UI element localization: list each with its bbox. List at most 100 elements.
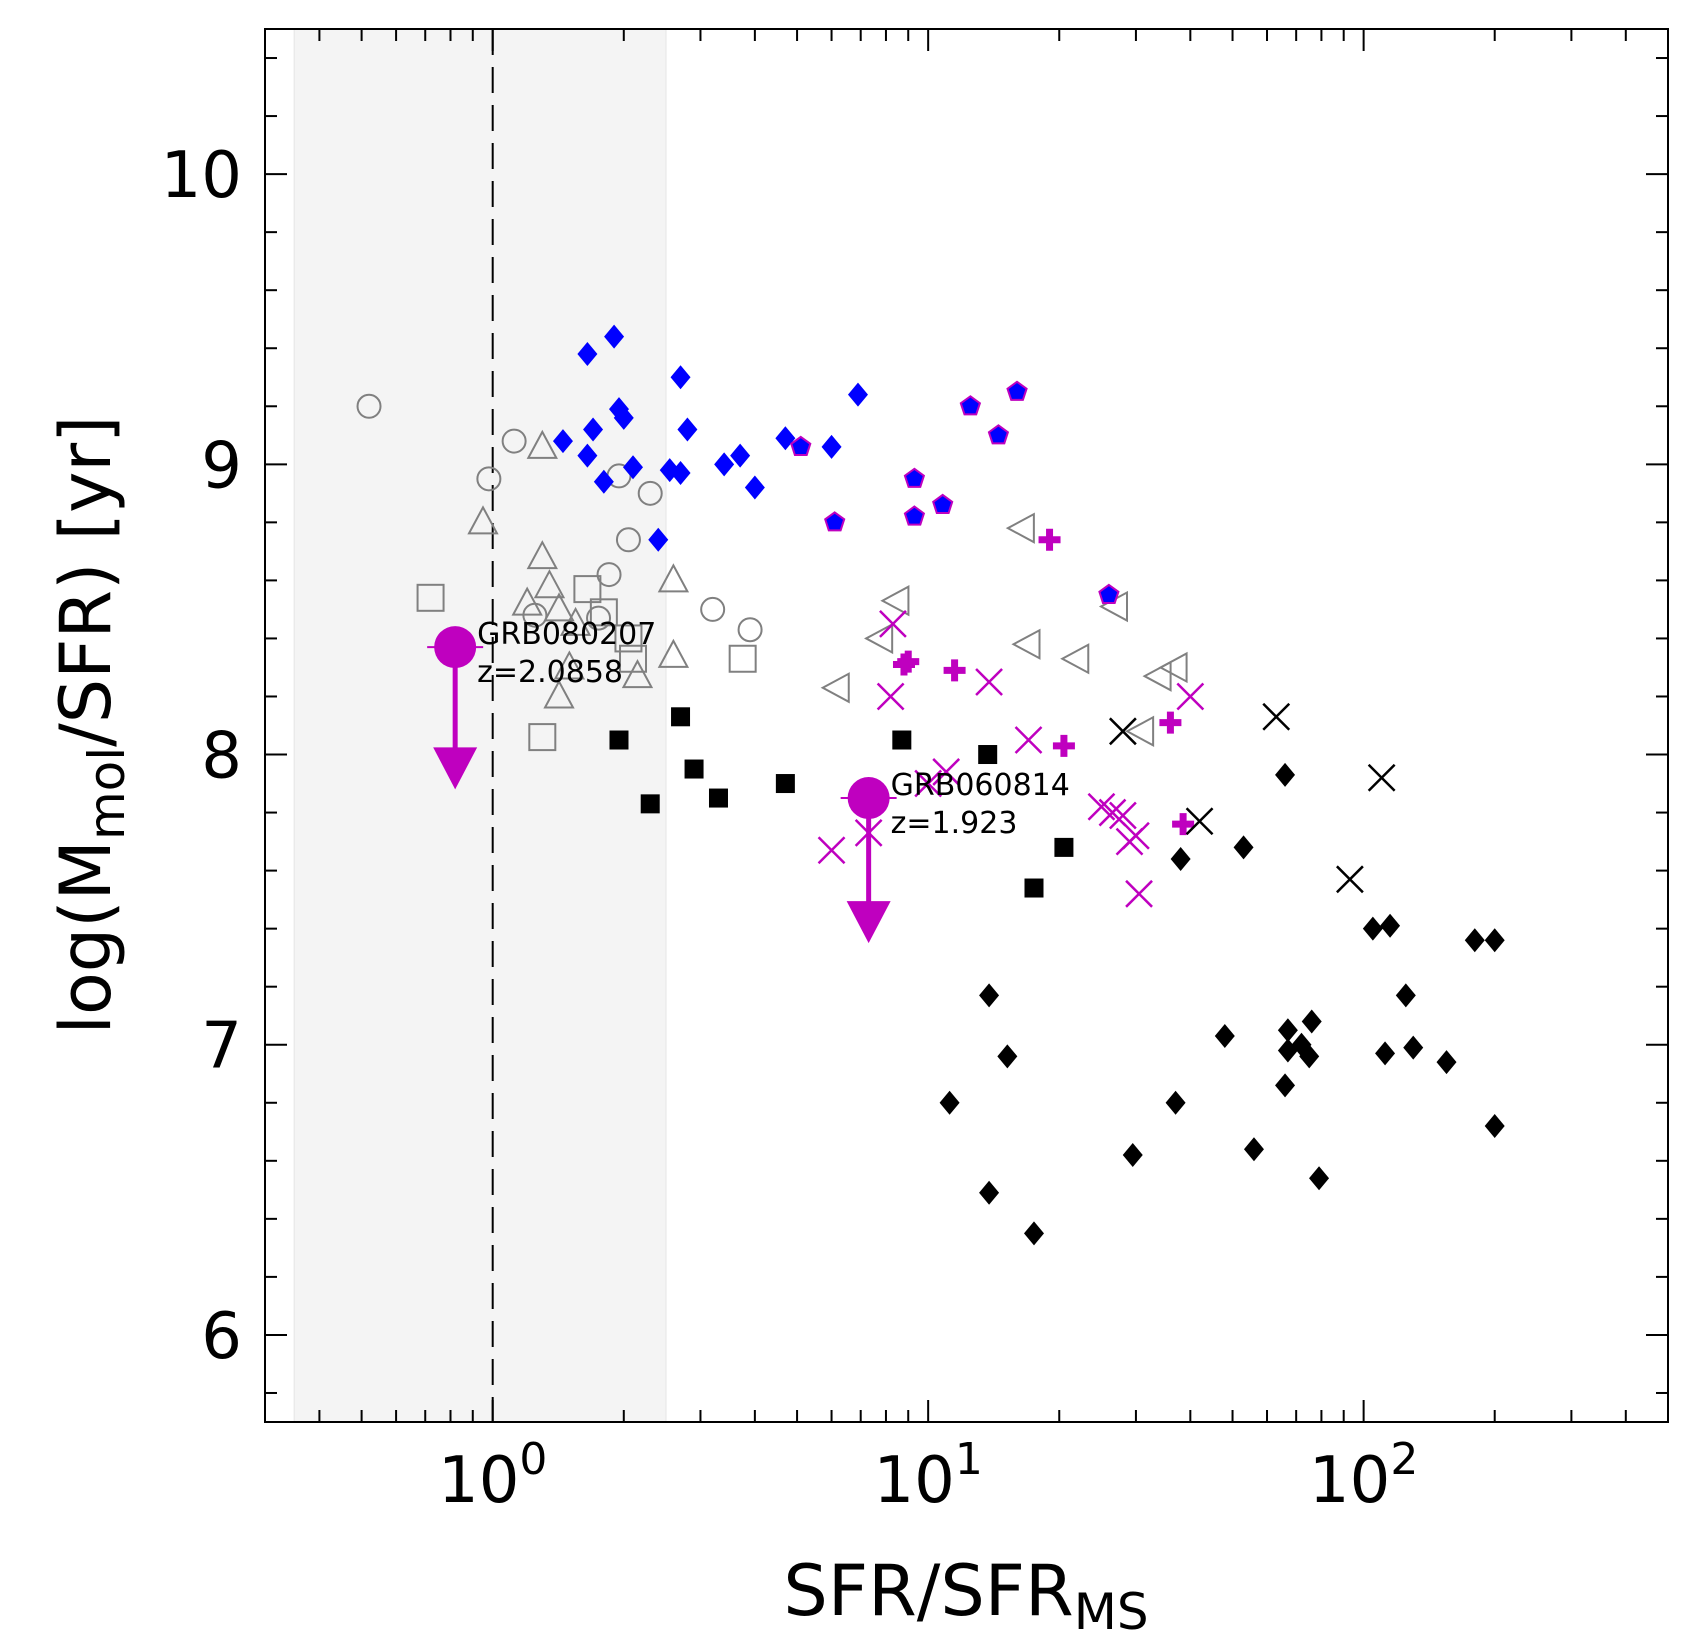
gray-circles-point: [615, 527, 641, 553]
black-diamonds-point: [997, 1044, 1018, 1069]
gray-triangles-up-point: [657, 563, 690, 593]
markers: [356, 324, 1505, 1246]
magenta-pentagons-point: [1006, 380, 1028, 401]
gray-triangles-up-point: [511, 586, 543, 616]
magenta-crosses-point: [1098, 798, 1127, 827]
black-crosses-point: [1336, 865, 1364, 894]
y-tick-label: 7: [201, 1010, 242, 1084]
y-tick-label: 9: [201, 429, 242, 503]
magenta-crosses-point: [817, 836, 846, 865]
magenta-crosses-point: [1014, 726, 1043, 754]
gray-triangles-up-point: [467, 505, 499, 535]
magenta-pentagons-point: [824, 511, 846, 532]
gray-squares-point: [528, 723, 557, 752]
black-diamonds-point: [979, 983, 1000, 1008]
magenta-plus-point: [943, 659, 966, 682]
black-diamonds-point: [1299, 1044, 1320, 1069]
gray-squares-point: [416, 583, 445, 612]
blue-diamonds-point: [744, 475, 765, 500]
gray-squares-point: [573, 575, 602, 604]
black-diamonds-point: [1023, 1221, 1044, 1246]
black-diamonds-point: [1309, 1166, 1330, 1191]
gray-squares-point: [728, 644, 757, 673]
black-diamonds-point: [1277, 1018, 1298, 1043]
magenta-plus-point: [1038, 528, 1061, 551]
y-axis-title: log(Mmol/SFR) [yr]: [45, 416, 136, 1035]
blue-diamonds-point: [677, 417, 698, 442]
black-squares-point: [671, 707, 691, 727]
magenta-crosses-point: [975, 668, 1003, 696]
black-crosses-point: [1367, 763, 1396, 792]
y-tick-label: 10: [161, 139, 242, 213]
black-diamonds-point: [1375, 1041, 1396, 1066]
black-diamonds-point: [1436, 1050, 1457, 1075]
black-diamonds-point: [979, 1180, 1000, 1205]
gray-squares-point: [589, 598, 618, 627]
blue-diamonds-point: [577, 443, 598, 468]
black-squares-point: [892, 730, 912, 750]
magenta-crosses-point: [1176, 682, 1205, 711]
x-tick-label: 100: [438, 1434, 547, 1518]
black-diamonds-point: [1380, 913, 1401, 938]
magenta-pentagons-point: [903, 467, 926, 488]
black-diamonds-point: [1214, 1024, 1235, 1049]
gray-squares-point: [614, 624, 643, 653]
magenta-pentagons-point: [959, 395, 982, 416]
y-tick-labels: 6 7 8 9 10: [161, 139, 242, 1374]
black-diamonds-point: [1275, 762, 1296, 787]
x-tick-labels: 100 101 102: [438, 1434, 1418, 1518]
blue-diamonds-point: [648, 527, 669, 552]
magenta-crosses-point: [879, 610, 907, 638]
gray-circles-point: [700, 596, 726, 622]
gray-circles-point: [737, 617, 763, 643]
upper-limit-arrowhead: [433, 747, 478, 790]
magenta-pentagons-point: [903, 505, 926, 526]
black-squares-point: [708, 788, 728, 808]
gray-squares-point: [619, 644, 648, 673]
x-tick-label-base: 10: [1309, 1444, 1390, 1518]
black-squares-point: [640, 794, 660, 814]
gray-triangles-left-point: [1142, 660, 1172, 692]
upper-limit-point: [434, 626, 477, 669]
upper-limit-label: GRB080207: [477, 617, 656, 652]
magenta-crosses-point: [1115, 827, 1144, 856]
upper-limit-redshift: z=1.923: [891, 806, 1018, 841]
gray-triangles-up-point: [533, 569, 566, 599]
gray-circles-point: [476, 466, 502, 492]
blue-diamonds-point: [604, 324, 625, 349]
x-tick-label-exponent: 0: [519, 1434, 547, 1485]
gray-triangles-left-point: [1060, 643, 1090, 675]
plot-frame: [264, 28, 1669, 1423]
y-axis-title-pre: log(M: [45, 840, 127, 1034]
x-tick-label-base: 10: [438, 1444, 519, 1518]
x-tick-label-exponent: 1: [955, 1434, 983, 1485]
blue-diamonds-point: [613, 405, 634, 430]
upper-limit-arrowhead: [846, 901, 891, 944]
gray-circles-point: [586, 605, 612, 631]
magenta-plus-point: [1159, 711, 1182, 734]
x-tick-label: 102: [1309, 1434, 1418, 1518]
black-diamonds-point: [1484, 928, 1505, 953]
magenta-crosses-point: [932, 758, 961, 786]
gray-triangles-up-point: [526, 540, 558, 570]
black-diamonds-point: [1484, 1113, 1505, 1138]
gray-triangles-left-point: [1158, 651, 1188, 684]
black-squares-point: [1054, 837, 1074, 857]
black-diamonds-point: [1464, 928, 1485, 953]
major-ticks: [265, 29, 1668, 1422]
y-axis-title-post: /SFR) [yr]: [45, 416, 127, 747]
black-diamonds-point: [1233, 835, 1254, 860]
blue-diamonds-point: [847, 382, 868, 407]
gray-triangles-left-point: [1005, 512, 1035, 544]
black-diamonds-point: [1122, 1143, 1143, 1168]
black-diamonds-point: [1362, 916, 1383, 941]
blue-diamonds-point: [714, 452, 735, 477]
blue-diamonds-point: [821, 434, 842, 459]
magenta-crosses-point: [1125, 879, 1153, 908]
y-tick-label: 6: [201, 1300, 242, 1374]
black-squares-point: [609, 730, 629, 750]
x-axis-title: SFR/SFRMS: [783, 1550, 1148, 1641]
black-crosses-point: [1262, 702, 1291, 731]
gray-triangles-left-point: [820, 672, 850, 704]
